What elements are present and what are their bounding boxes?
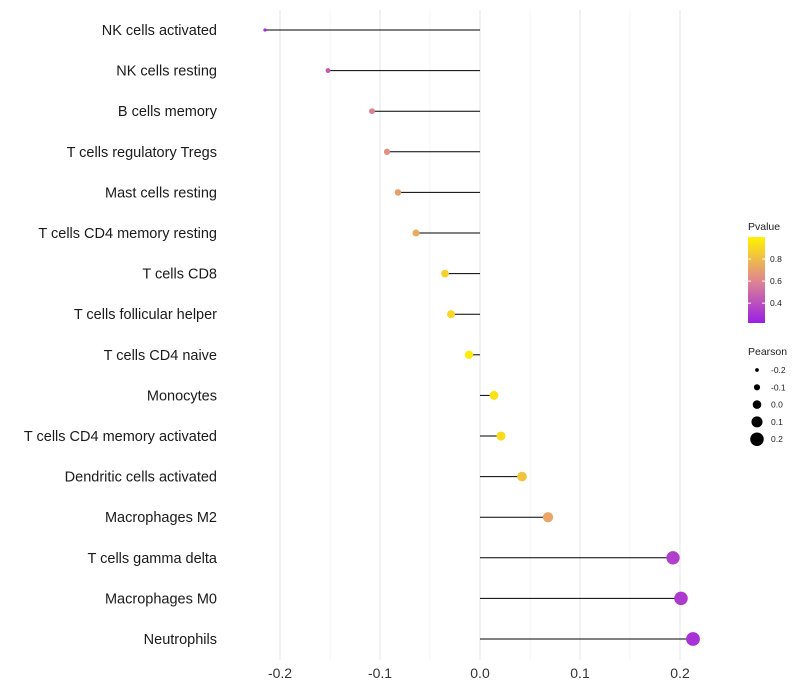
size-legend-label: 0.0: [771, 400, 783, 410]
colorbar-tick-label: 0.6: [770, 276, 782, 286]
category-labels: NK cells activated NK cells resting B cell…: [24, 23, 218, 648]
lollipop-point: [686, 632, 700, 646]
category-label: NK cells activated: [102, 23, 217, 39]
size-legend-key: [751, 416, 763, 428]
lollipop-point: [369, 108, 375, 115]
lollipop-point: [447, 310, 455, 319]
size-legend-key: [755, 368, 759, 372]
size-legend-key: [752, 400, 762, 409]
lollipop-point: [517, 471, 527, 482]
lollipop-point: [489, 390, 499, 400]
colorbar-tick-label: 0.4: [770, 298, 782, 308]
lollipop-stems: [265, 29, 693, 640]
lollipop-point: [496, 431, 506, 441]
category-label: Macrophages M0: [105, 591, 217, 607]
lollipop-point: [412, 229, 420, 237]
lollipop-points: [263, 28, 700, 646]
size-legend-label: 0.1: [771, 417, 783, 427]
lollipop-point: [666, 551, 680, 565]
category-label: T cells CD4 naive: [104, 348, 217, 364]
size-legend-label: 0.2: [771, 434, 783, 444]
category-label: T cells CD4 memory resting: [38, 226, 217, 242]
lollipop-point: [383, 148, 391, 155]
lollipop-point: [325, 68, 331, 74]
lollipop-point: [263, 28, 267, 32]
category-label: T cells gamma delta: [88, 551, 218, 567]
category-label: Monocytes: [147, 388, 217, 404]
size-legend-key: [750, 432, 764, 446]
grid-lines: [279, 10, 681, 660]
pearson-legend: Pearson -0.2 -0.1 0.0 0.1 0.2: [748, 346, 787, 446]
size-legend-label: -0.2: [771, 365, 786, 375]
x-axis-tick-labels: -0.2 -0.1 0.0 0.1 0.2: [268, 665, 690, 681]
colorbar-tick-label: 0.8: [770, 254, 782, 264]
category-label: NK cells resting: [116, 64, 217, 80]
category-label: Dendritic cells activated: [65, 470, 217, 486]
category-label: T cells CD8: [142, 267, 217, 283]
category-label: B cells memory: [118, 104, 218, 120]
x-tick-label: -0.1: [368, 665, 392, 681]
category-label: T cells regulatory Tregs: [67, 145, 217, 161]
size-legend-label: -0.1: [771, 382, 786, 392]
x-tick-label: 0.0: [470, 665, 490, 681]
x-tick-label: 0.2: [670, 665, 690, 681]
pvalue-colorbar: [748, 237, 765, 323]
lollipop-point: [394, 189, 402, 196]
pvalue-legend: Pvalue 0.4 0.6 0.8: [748, 221, 782, 323]
lollipop-point: [674, 591, 688, 606]
category-label: T cells follicular helper: [74, 307, 217, 323]
lollipop-point: [542, 512, 554, 523]
x-tick-label: 0.1: [570, 665, 590, 681]
x-tick-label: -0.2: [268, 665, 292, 681]
category-label: Mast cells resting: [105, 185, 217, 201]
category-label: T cells CD4 memory activated: [24, 429, 217, 445]
pvalue-legend-title: Pvalue: [748, 221, 780, 233]
lollipop-point: [441, 269, 449, 278]
pearson-legend-title: Pearson: [748, 346, 787, 358]
category-label: Neutrophils: [144, 632, 217, 648]
lollipop-point: [464, 350, 474, 359]
size-legend-key: [753, 384, 761, 391]
category-label: Macrophages M2: [105, 510, 217, 526]
